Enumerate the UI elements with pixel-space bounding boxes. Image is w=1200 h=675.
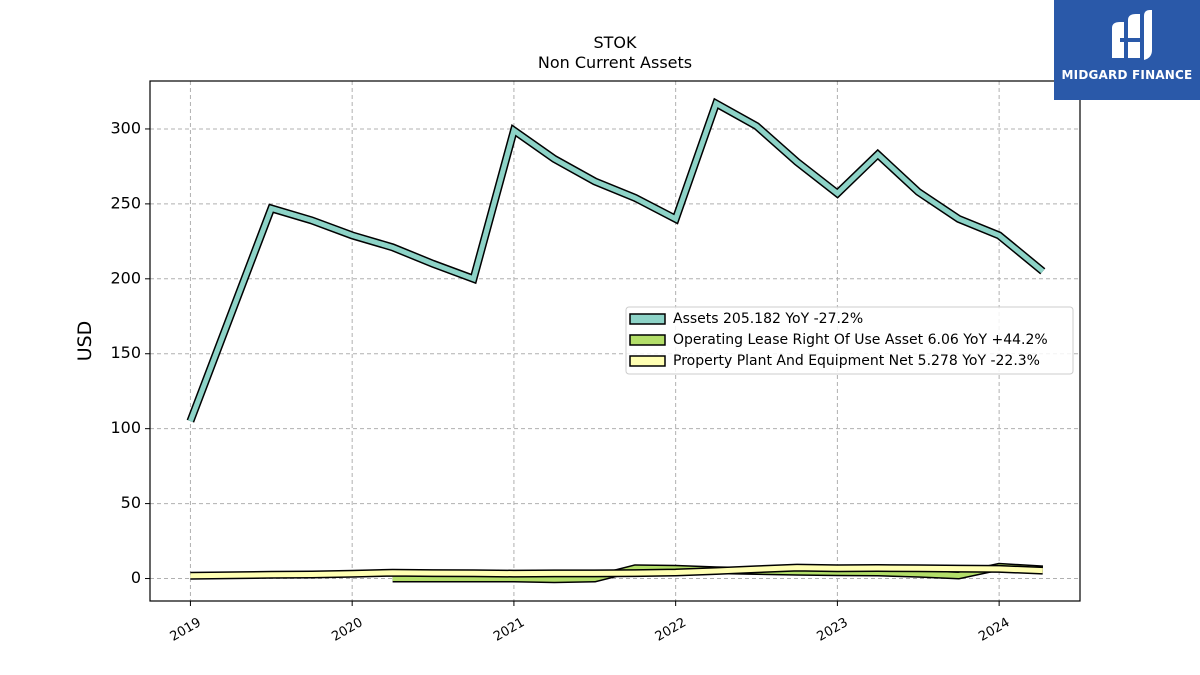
series-line: [188, 99, 1045, 423]
y-tick-label: 100: [110, 418, 141, 437]
series-2: [190, 563, 1043, 580]
y-tick-label: 200: [110, 268, 141, 287]
legend-entry: Operating Lease Right Of Use Asset 6.06 …: [673, 332, 1048, 348]
y-tick-label: 250: [110, 193, 141, 212]
brand-name: MIDGARD FINANCE: [1061, 68, 1193, 82]
legend: Assets 205.182 YoY -27.2% Operating Lease…: [625, 306, 1074, 375]
series-line: [190, 565, 1043, 579]
legend-entry: Assets 205.182 YoY -27.2%: [673, 311, 863, 327]
legend-swatch: [629, 334, 666, 346]
x-tick-label: 2019: [168, 615, 204, 645]
legend-frame: [625, 306, 1074, 375]
x-tick-label: 2020: [329, 615, 365, 645]
y-axis-label: USD: [74, 321, 96, 362]
chart-subtitle: Non Current Assets: [538, 53, 692, 72]
y-tick-label: 50: [121, 493, 141, 512]
legend-entry: Property Plant And Equipment Net 5.278 Y…: [673, 353, 1040, 369]
brand-logo: MIDGARD FINANCE: [1054, 0, 1200, 100]
y-tick-label: 0: [131, 568, 141, 587]
x-tick-label: 2021: [491, 615, 527, 645]
y-axis-ticks: 0 50 100 150 200 250 300: [110, 118, 150, 587]
x-tick-label: 2023: [815, 615, 851, 645]
x-tick-label: 2022: [653, 615, 689, 645]
y-tick-label: 150: [110, 343, 141, 362]
plot-area-frame: [149, 80, 1081, 602]
x-axis-ticks: 2019 2020 2021 2022 2023 2024: [168, 601, 1012, 645]
y-tick-label: 300: [110, 118, 141, 137]
chart-title: STOK: [593, 33, 637, 52]
series-lines: [186, 97, 1046, 584]
brand-emblem-icon: [1112, 10, 1152, 60]
x-tick-label: 2024: [976, 615, 1012, 645]
legend-swatch: [629, 355, 666, 367]
series-0: [186, 97, 1046, 423]
legend-swatch: [629, 313, 666, 325]
